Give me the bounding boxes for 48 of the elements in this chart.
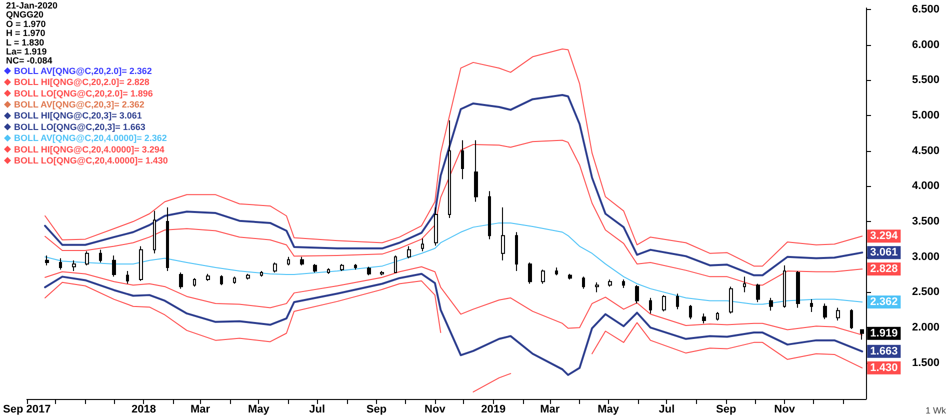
y-tick-label: 5.000 [912, 109, 940, 122]
legend-label: BOLL AV[QNG@C,20,3]= 2.362 [14, 100, 144, 110]
annotation: O = 1.970 [6, 18, 46, 29]
legend-label: BOLL LO[QNG@C,20,3]= 1.663 [14, 122, 146, 132]
data-label: 1.663 [870, 345, 898, 358]
y-tick-label: 1.500 [912, 356, 940, 369]
y-tick-label: 2.000 [912, 322, 940, 334]
x-tick-label: 2018 [131, 404, 156, 416]
x-tick-label: May [248, 404, 270, 416]
x-tick-label: Jul [658, 404, 675, 416]
annotation: 1.919 [870, 327, 898, 340]
x-tick-label: Mar [190, 404, 211, 416]
x-tick-label: Nov [774, 404, 796, 416]
legend-label: BOLL AV[QNG@C,20,4.0000]= 2.362 [14, 133, 167, 144]
y-tick-label: 6.000 [912, 38, 940, 51]
legend-label: BOLL HI[QNG@C,20,4.0000]= 3.294 [14, 144, 164, 154]
annotation: QNGG20 [6, 10, 44, 20]
annotation: La= 1.919 [6, 46, 47, 56]
y-tick-label: 3.500 [912, 216, 940, 228]
y-tick-label: 5.500 [912, 74, 940, 86]
legend-label: BOLL HI[QNG@C,20,2.0]= 2.828 [14, 77, 150, 88]
annotation: L = 1.830 [6, 37, 44, 48]
legend-label: BOLL LO[QNG@C,20,4.0000]= 1.430 [14, 156, 168, 166]
x-tick-label: Jul [309, 404, 326, 416]
y-tick-label: 6.500 [912, 3, 940, 16]
data-label: 3.061 [870, 246, 898, 259]
y-tick-label: 3.000 [912, 250, 940, 263]
x-tick-label: Sep [366, 404, 387, 416]
x-tick-label: Sep [716, 404, 737, 416]
text: 1 Wk [926, 406, 946, 416]
x-tick-label: 2019 [481, 404, 506, 416]
annotation: H = 1.970 [6, 28, 46, 38]
legend-label: BOLL AV[QNG@C,20,2.0]= 2.362 [14, 66, 152, 76]
x-tick-label: Mar [540, 404, 560, 416]
legend-label: BOLL HI[QNG@C,20,3]= 3.061 [14, 110, 142, 121]
data-label: 2.362 [870, 296, 898, 308]
x-tick-label: Sep 2017 [3, 404, 51, 416]
x-tick-label: May [598, 404, 620, 416]
annotation: NC= -0.084 [6, 56, 52, 66]
y-tick-label: 2.500 [912, 286, 940, 298]
y-tick-label: 4.500 [912, 144, 940, 157]
data-label: 1.430 [870, 362, 898, 374]
annotation: 21-Jan-2020 [6, 0, 58, 10]
y-tick-label: 4.000 [912, 180, 940, 192]
x-tick-label: Nov [424, 404, 446, 416]
data-label: 2.828 [870, 263, 898, 276]
legend-label: BOLL LO[QNG@C,20,2.0]= 1.896 [14, 88, 153, 98]
data-label: 3.294 [870, 230, 899, 242]
